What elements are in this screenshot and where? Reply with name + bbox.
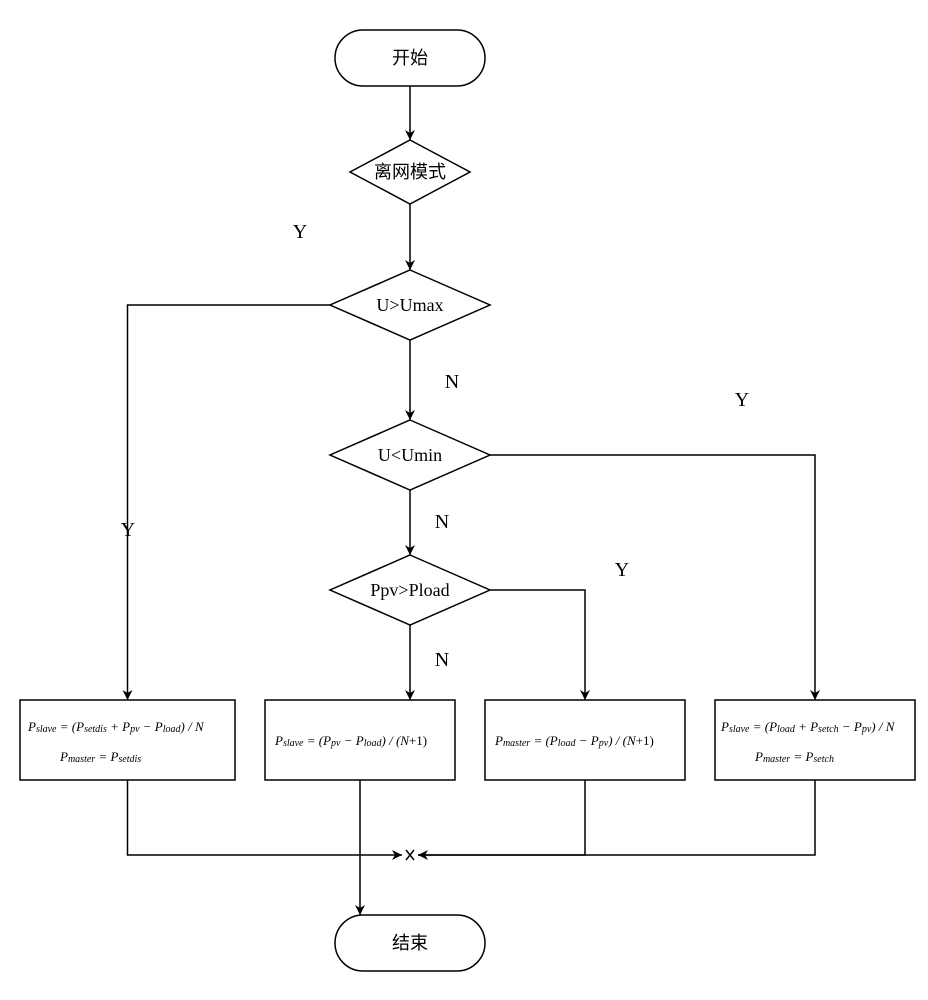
box1-formula-1: Pslave = (Psetdis + Ppv − Pload) / N xyxy=(27,719,205,735)
box4-formula-1: Pslave = (Pload + Psetch − Ppv) / N xyxy=(720,719,896,735)
edge-label-mode_yes: Y xyxy=(293,221,307,243)
umax-label: U>Umax xyxy=(376,295,443,315)
ppv-label: Ppv>Pload xyxy=(370,580,449,600)
edge-ppv-box3 xyxy=(490,590,585,700)
edge-umin-box4 xyxy=(490,455,815,700)
edge-label-ppv_no: N xyxy=(435,649,449,671)
box1-formula-2: Pmaster = Psetdis xyxy=(59,749,141,765)
merge-x xyxy=(406,850,414,860)
mode-label: 离网模式 xyxy=(374,162,446,182)
edge-label-umax_yes: Y xyxy=(121,519,135,541)
umin-label: U<Umin xyxy=(378,445,442,465)
edge-box3-merge xyxy=(418,780,585,855)
box1-node xyxy=(20,700,235,780)
edge-box4-merge xyxy=(418,780,815,855)
edge-label-umin_no: N xyxy=(435,511,449,533)
edge-label-umax_no: N xyxy=(445,371,459,393)
box3-formula-1: Pmaster = (Pload − Ppv) / (N+1) xyxy=(494,733,654,749)
box4-node xyxy=(715,700,915,780)
box2-formula-1: Pslave = (Ppv − Pload) / (N+1) xyxy=(274,733,427,749)
edge-label-ppv_yes: Y xyxy=(615,559,629,581)
box4-formula-2: Pmaster = Psetch xyxy=(754,749,834,765)
end-label: 结束 xyxy=(392,933,428,953)
edge-label-umin_yes: Y xyxy=(735,389,749,411)
edge-box1-merge xyxy=(128,780,403,855)
flowchart-canvas: 开始离网模式 U>Umax U<Umin Ppv>Pload 结束 Pslave = (P… xyxy=(0,0,928,1000)
start-label: 开始 xyxy=(392,48,428,68)
edge-umax-box1 xyxy=(128,305,331,700)
